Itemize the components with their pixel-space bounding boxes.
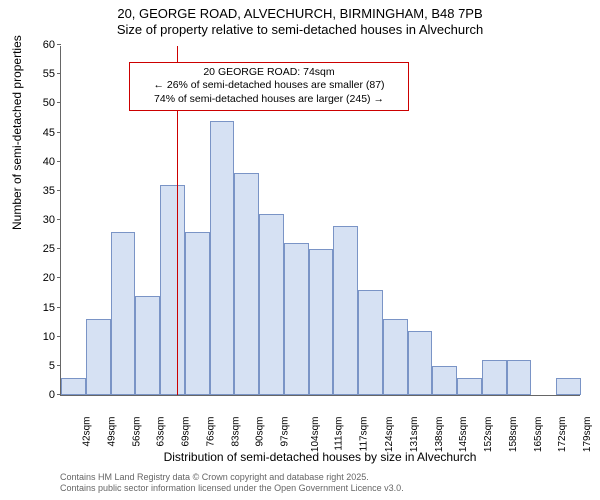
x-axis-label: Distribution of semi-detached houses by … xyxy=(60,450,580,464)
histogram-bar xyxy=(210,121,235,395)
histogram-bar xyxy=(284,243,309,395)
x-tick-label: 117sqm xyxy=(359,417,370,452)
histogram-bar xyxy=(160,185,185,395)
y-tick-label: 25 xyxy=(23,243,55,255)
y-tick-label: 5 xyxy=(23,360,55,372)
x-tick-label: 165sqm xyxy=(533,417,544,453)
y-tick-label: 20 xyxy=(23,272,55,284)
x-tick-label: 124sqm xyxy=(384,417,395,453)
y-tick-label: 30 xyxy=(23,214,55,226)
x-tick-label: 49sqm xyxy=(106,417,117,447)
histogram-bar xyxy=(408,331,433,395)
x-tick-label: 104sqm xyxy=(310,417,321,453)
histogram-bar xyxy=(135,296,160,395)
y-tick-label: 0 xyxy=(23,389,55,401)
histogram-bar xyxy=(432,366,457,395)
x-tick-label: 83sqm xyxy=(230,417,241,447)
x-tick-label: 111sqm xyxy=(333,417,344,451)
histogram-bar xyxy=(309,249,334,395)
histogram-bar xyxy=(259,214,284,395)
histogram-bar xyxy=(482,360,507,395)
chart-title-block: 20, GEORGE ROAD, ALVECHURCH, BIRMINGHAM,… xyxy=(0,0,600,39)
annotation-line1: 20 GEORGE ROAD: 74sqm xyxy=(136,66,402,80)
histogram-bar xyxy=(111,232,136,395)
x-tick-label: 138sqm xyxy=(434,417,445,453)
x-tick-label: 63sqm xyxy=(156,417,167,447)
y-tick-mark xyxy=(57,132,61,133)
x-tick-label: 158sqm xyxy=(508,417,519,453)
footer-line1: Contains HM Land Registry data © Crown c… xyxy=(60,472,404,483)
histogram-bar xyxy=(61,378,86,396)
y-axis-label: Number of semi-detached properties xyxy=(10,35,24,230)
title-line2: Size of property relative to semi-detach… xyxy=(0,22,600,38)
x-tick-label: 56sqm xyxy=(131,417,142,447)
y-tick-mark xyxy=(57,365,61,366)
y-tick-label: 40 xyxy=(23,156,55,168)
histogram-bar xyxy=(457,378,482,396)
y-tick-mark xyxy=(57,73,61,74)
y-tick-label: 50 xyxy=(23,97,55,109)
histogram-bar xyxy=(333,226,358,395)
x-tick-label: 42sqm xyxy=(82,417,93,447)
histogram-bar xyxy=(358,290,383,395)
y-tick-mark xyxy=(57,219,61,220)
y-tick-label: 55 xyxy=(23,68,55,80)
y-tick-label: 60 xyxy=(23,39,55,51)
annotation-line3: 74% of semi-detached houses are larger (… xyxy=(136,93,402,107)
x-tick-label: 97sqm xyxy=(280,417,291,447)
y-tick-label: 45 xyxy=(23,127,55,139)
y-tick-mark xyxy=(57,44,61,45)
x-tick-label: 90sqm xyxy=(255,417,266,447)
footer-attribution: Contains HM Land Registry data © Crown c… xyxy=(60,472,404,495)
histogram-bar xyxy=(556,378,581,396)
y-tick-label: 15 xyxy=(23,302,55,314)
y-tick-mark xyxy=(57,161,61,162)
y-tick-label: 10 xyxy=(23,331,55,343)
y-tick-mark xyxy=(57,336,61,337)
y-tick-label: 35 xyxy=(23,185,55,197)
x-tick-label: 179sqm xyxy=(582,417,593,453)
annotation-box: 20 GEORGE ROAD: 74sqm← 26% of semi-detac… xyxy=(129,62,409,111)
plot-region: 05101520253035404550556020 GEORGE ROAD: … xyxy=(60,46,580,396)
title-line1: 20, GEORGE ROAD, ALVECHURCH, BIRMINGHAM,… xyxy=(0,6,600,22)
annotation-line2: ← 26% of semi-detached houses are smalle… xyxy=(136,79,402,93)
x-tick-label: 152sqm xyxy=(483,417,494,453)
histogram-bar xyxy=(383,319,408,395)
x-tick-label: 69sqm xyxy=(181,417,192,447)
histogram-bar xyxy=(86,319,111,395)
x-tick-label: 145sqm xyxy=(459,417,470,453)
footer-line2: Contains public sector information licen… xyxy=(60,483,404,494)
x-tick-label: 172sqm xyxy=(558,417,569,453)
chart-area: 05101520253035404550556020 GEORGE ROAD: … xyxy=(60,46,580,426)
y-tick-mark xyxy=(57,394,61,395)
y-tick-mark xyxy=(57,102,61,103)
x-tick-label: 131sqm xyxy=(409,417,420,453)
y-tick-mark xyxy=(57,190,61,191)
histogram-bar xyxy=(507,360,532,395)
y-tick-mark xyxy=(57,277,61,278)
histogram-bar xyxy=(234,173,259,395)
histogram-bar xyxy=(185,232,210,395)
x-tick-label: 76sqm xyxy=(205,417,216,447)
y-tick-mark xyxy=(57,248,61,249)
y-tick-mark xyxy=(57,307,61,308)
